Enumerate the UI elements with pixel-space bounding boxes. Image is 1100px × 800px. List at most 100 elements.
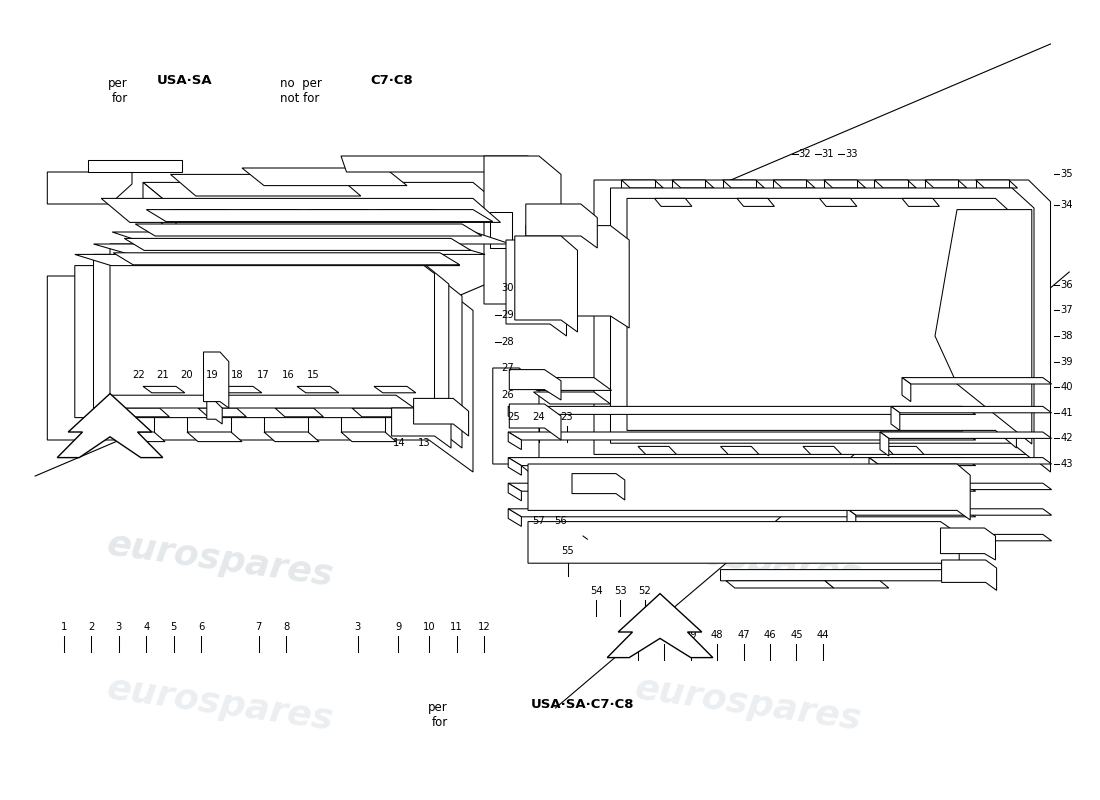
Polygon shape <box>309 210 377 220</box>
Polygon shape <box>124 238 471 250</box>
Polygon shape <box>515 236 578 332</box>
Polygon shape <box>534 392 611 404</box>
Text: 19: 19 <box>206 370 219 380</box>
Polygon shape <box>891 406 1052 413</box>
Polygon shape <box>902 198 939 206</box>
Text: USA·SA: USA·SA <box>157 74 212 87</box>
Polygon shape <box>528 464 970 520</box>
Text: 28: 28 <box>502 337 514 346</box>
Polygon shape <box>672 180 714 188</box>
Text: 25: 25 <box>507 411 520 422</box>
Text: 24: 24 <box>532 411 546 422</box>
Polygon shape <box>110 432 165 442</box>
Text: USA·SA·C7·C8: USA·SA·C7·C8 <box>531 698 635 711</box>
Polygon shape <box>484 156 561 304</box>
Text: 3: 3 <box>116 622 122 632</box>
Polygon shape <box>509 404 561 440</box>
Text: 12: 12 <box>477 622 491 632</box>
Polygon shape <box>825 581 889 588</box>
Polygon shape <box>858 483 1052 490</box>
Polygon shape <box>490 212 512 248</box>
Polygon shape <box>143 182 176 236</box>
Polygon shape <box>874 180 916 188</box>
Text: 11: 11 <box>450 622 463 632</box>
Polygon shape <box>242 168 407 186</box>
Text: 54: 54 <box>590 586 603 596</box>
Polygon shape <box>508 432 521 450</box>
Polygon shape <box>654 198 692 206</box>
Polygon shape <box>935 210 1032 444</box>
Polygon shape <box>508 406 976 414</box>
Polygon shape <box>610 188 1034 461</box>
Text: 30: 30 <box>502 283 514 293</box>
Text: 21: 21 <box>156 370 169 380</box>
Polygon shape <box>414 398 469 436</box>
Text: 9: 9 <box>395 622 402 632</box>
Text: 7: 7 <box>255 622 262 632</box>
Polygon shape <box>508 483 976 491</box>
Polygon shape <box>594 180 1050 472</box>
Polygon shape <box>607 594 713 658</box>
Text: 29: 29 <box>502 310 515 320</box>
Polygon shape <box>220 386 262 393</box>
Polygon shape <box>528 522 959 576</box>
Polygon shape <box>341 156 544 172</box>
Text: 31: 31 <box>822 149 834 158</box>
Polygon shape <box>94 254 449 436</box>
Text: 48: 48 <box>711 630 724 640</box>
Polygon shape <box>526 226 629 328</box>
Text: 47: 47 <box>737 630 750 640</box>
Polygon shape <box>204 352 229 408</box>
Text: 22: 22 <box>132 370 145 380</box>
Polygon shape <box>170 210 239 220</box>
Polygon shape <box>392 408 451 448</box>
Text: 44: 44 <box>816 630 829 640</box>
Text: 41: 41 <box>1060 408 1072 418</box>
Polygon shape <box>723 180 764 188</box>
Polygon shape <box>942 560 997 590</box>
Polygon shape <box>47 276 473 472</box>
Polygon shape <box>726 581 834 588</box>
Polygon shape <box>352 408 400 417</box>
Polygon shape <box>94 244 485 254</box>
Polygon shape <box>902 378 1052 384</box>
Text: per
for: per for <box>428 701 448 729</box>
Text: 15: 15 <box>307 370 320 380</box>
Text: 37: 37 <box>1060 306 1072 315</box>
Polygon shape <box>627 198 1016 448</box>
Text: 34: 34 <box>1060 200 1072 210</box>
Text: 55: 55 <box>561 546 574 556</box>
Polygon shape <box>836 534 1052 541</box>
Polygon shape <box>509 370 561 400</box>
Polygon shape <box>836 534 845 558</box>
Polygon shape <box>275 408 323 417</box>
Text: 10: 10 <box>422 622 436 632</box>
Text: 13: 13 <box>418 438 431 448</box>
Text: 23: 23 <box>560 411 573 422</box>
Polygon shape <box>891 406 900 430</box>
Polygon shape <box>720 446 759 454</box>
Text: 8: 8 <box>283 622 289 632</box>
Polygon shape <box>737 198 774 206</box>
Text: 52: 52 <box>638 586 651 596</box>
Text: 49: 49 <box>684 630 697 640</box>
Polygon shape <box>378 210 447 220</box>
Polygon shape <box>508 483 521 501</box>
Polygon shape <box>47 172 132 204</box>
Text: 14: 14 <box>393 438 406 448</box>
Text: 50: 50 <box>658 630 671 640</box>
Polygon shape <box>493 368 539 480</box>
Polygon shape <box>869 458 1052 464</box>
Text: 35: 35 <box>1060 170 1072 179</box>
Text: 45: 45 <box>790 630 803 640</box>
Polygon shape <box>143 386 185 393</box>
Polygon shape <box>135 224 482 236</box>
Polygon shape <box>143 182 506 210</box>
Text: 53: 53 <box>614 586 627 596</box>
Polygon shape <box>187 432 242 442</box>
Polygon shape <box>820 198 857 206</box>
Polygon shape <box>925 180 967 188</box>
Polygon shape <box>508 509 976 517</box>
Polygon shape <box>75 254 460 266</box>
Polygon shape <box>146 210 493 222</box>
